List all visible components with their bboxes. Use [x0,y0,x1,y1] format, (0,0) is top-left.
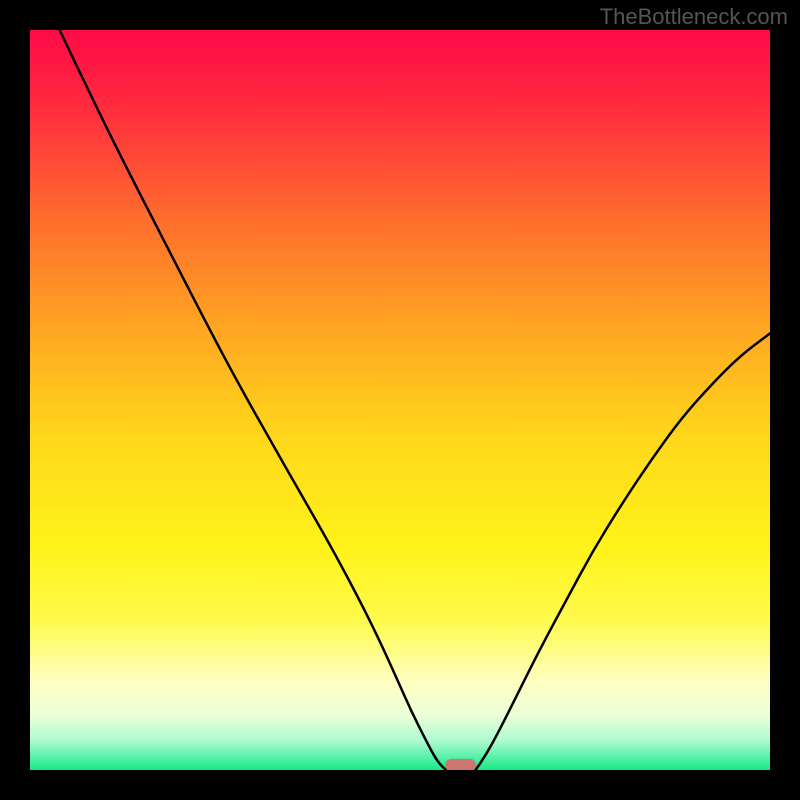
bottleneck-chart [0,0,800,800]
plot-background [30,30,770,770]
minimum-marker [445,759,476,771]
